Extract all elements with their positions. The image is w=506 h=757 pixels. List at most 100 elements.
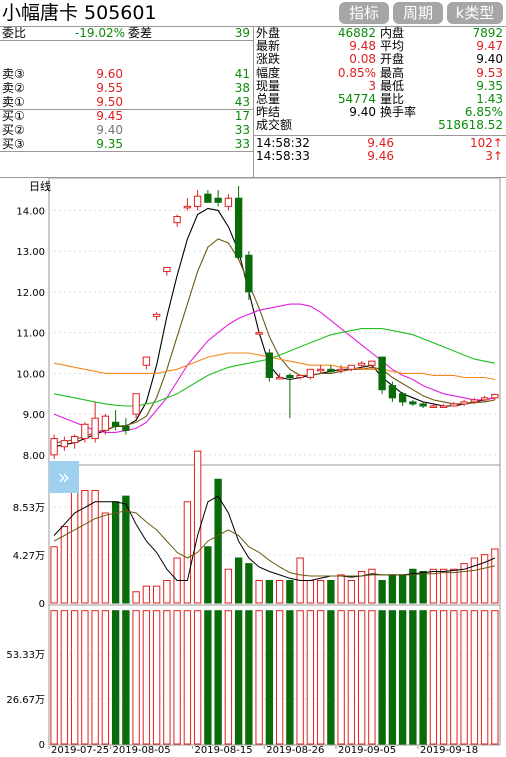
candle-body [296, 374, 304, 378]
bid-row: 买① 9.45 17 [0, 110, 253, 123]
stat-value: 9.40 [349, 105, 376, 120]
divider [253, 26, 254, 178]
stat-value: 9.40 [476, 52, 503, 67]
candle-body [398, 393, 407, 403]
indicator-bar [398, 610, 407, 745]
committee-diff-value: 39 [234, 26, 250, 40]
period-button[interactable]: 周期 [393, 2, 443, 24]
bid-label: 买① [2, 109, 25, 123]
committee-row: 委比 -19.02% 委差 39 [0, 27, 253, 40]
indicator-bar [204, 610, 212, 745]
ask-label: 卖② [2, 81, 25, 95]
trade-time: 14:58:32 [256, 136, 310, 150]
stat-label: 昨结 [256, 105, 281, 120]
ask-volume: 38 [234, 81, 250, 95]
indicator-bar [91, 610, 99, 745]
volume-bar [60, 526, 69, 604]
stat-row: 涨跌 0.08 开盘 9.40 [254, 53, 506, 66]
ask-label: 卖③ [2, 67, 25, 81]
indicator-bar [439, 610, 448, 745]
candle-body [316, 368, 325, 372]
candle-body [337, 368, 345, 372]
stat-value: 0.85% [337, 65, 376, 80]
volume-bar [429, 568, 438, 604]
trade-time: 14:58:33 [256, 149, 310, 163]
bid-price: 9.40 [96, 123, 123, 137]
date-tick-label: 2019-08-15 [195, 745, 253, 756]
candle-body [122, 425, 130, 431]
candle-body [439, 405, 448, 408]
candle-body [152, 313, 161, 317]
indicator-bar [357, 610, 366, 745]
candle-body [204, 193, 212, 203]
bid-label: 买② [2, 123, 25, 137]
candle-body [81, 423, 89, 440]
volume-bar [81, 490, 89, 604]
indicator-bar [491, 610, 499, 745]
price-tick-label: 11.00 [16, 329, 45, 340]
indicator-bar [50, 610, 58, 745]
volume-bar [491, 548, 499, 604]
indicator-bar [275, 610, 284, 745]
header-bar: 小幅唐卡 505601 指标 周期 k类型 [0, 0, 506, 26]
expand-tab-bg [49, 461, 79, 493]
volume-ma-line [53, 495, 496, 581]
stat-value: 54774 [337, 92, 376, 106]
volume-bar [480, 554, 489, 604]
stats-panel: 外盘 46882 内盘 7892 最新 9.48 平均 9.47 涨跌 0.08… [254, 0, 506, 178]
bid-row: 买② 9.40 33 [0, 124, 253, 137]
volume-bar [450, 568, 458, 604]
indicator-button[interactable]: 指标 [339, 2, 389, 24]
indicator-bar [142, 610, 151, 745]
indicator-bar [337, 610, 345, 745]
indicator-bar [132, 610, 140, 745]
indicator-bar [409, 610, 417, 745]
trade-price: 9.46 [367, 149, 394, 163]
divider [0, 40, 254, 41]
candle-body [368, 360, 376, 366]
volume-bar [204, 546, 212, 604]
indicator-bar [60, 610, 69, 745]
divider [0, 151, 254, 152]
indicator-bar [163, 610, 171, 745]
ask-price: 9.50 [96, 95, 123, 109]
volume-bar [419, 571, 427, 604]
volume-bar [439, 568, 448, 604]
stat-label: 幅度 [256, 65, 281, 80]
price-tick-label: 12.00 [16, 288, 45, 299]
candle-body [101, 415, 110, 431]
indicator-bar [316, 610, 325, 745]
volume-bar [183, 501, 192, 604]
indicator-bar [255, 610, 263, 745]
indicator-bar [193, 610, 202, 745]
volume-bar [306, 580, 315, 604]
candle-body [163, 266, 171, 273]
candle-body [419, 403, 427, 407]
committee-ratio-value: -19.02% [74, 26, 125, 40]
bid-row: 买③ 9.35 33 [0, 138, 253, 151]
candle-body [173, 216, 181, 224]
volume-tick-label: 4.27万 [13, 551, 45, 562]
expand-panel-button[interactable]: » [49, 461, 79, 493]
indicator-bar [460, 610, 468, 745]
k-type-button[interactable]: k类型 [447, 2, 503, 24]
volume-bar [409, 568, 417, 604]
candle-body [245, 254, 253, 293]
candle-body [388, 385, 397, 399]
candle-body [111, 421, 120, 427]
candle-body [255, 332, 263, 335]
volume-bar [337, 574, 345, 604]
candle-body [306, 368, 315, 378]
bid-price: 9.45 [96, 109, 123, 123]
trade-price: 9.46 [367, 136, 394, 150]
candle-body [275, 376, 284, 380]
candle-body [378, 356, 386, 391]
indicator-bar [306, 610, 315, 745]
stat-value: 9.35 [476, 78, 503, 93]
kline-chart[interactable]: 日线 14.00 13.00 12.00 11.00 10.00 9.00 8.00 8.53万… [0, 178, 506, 757]
stat-label: 涨跌 [256, 52, 281, 67]
stat-row: 最新 9.48 平均 9.47 [254, 40, 506, 53]
volume-bar [398, 574, 407, 604]
stat-row: 总量 54774 量比 1.43 [254, 93, 506, 106]
